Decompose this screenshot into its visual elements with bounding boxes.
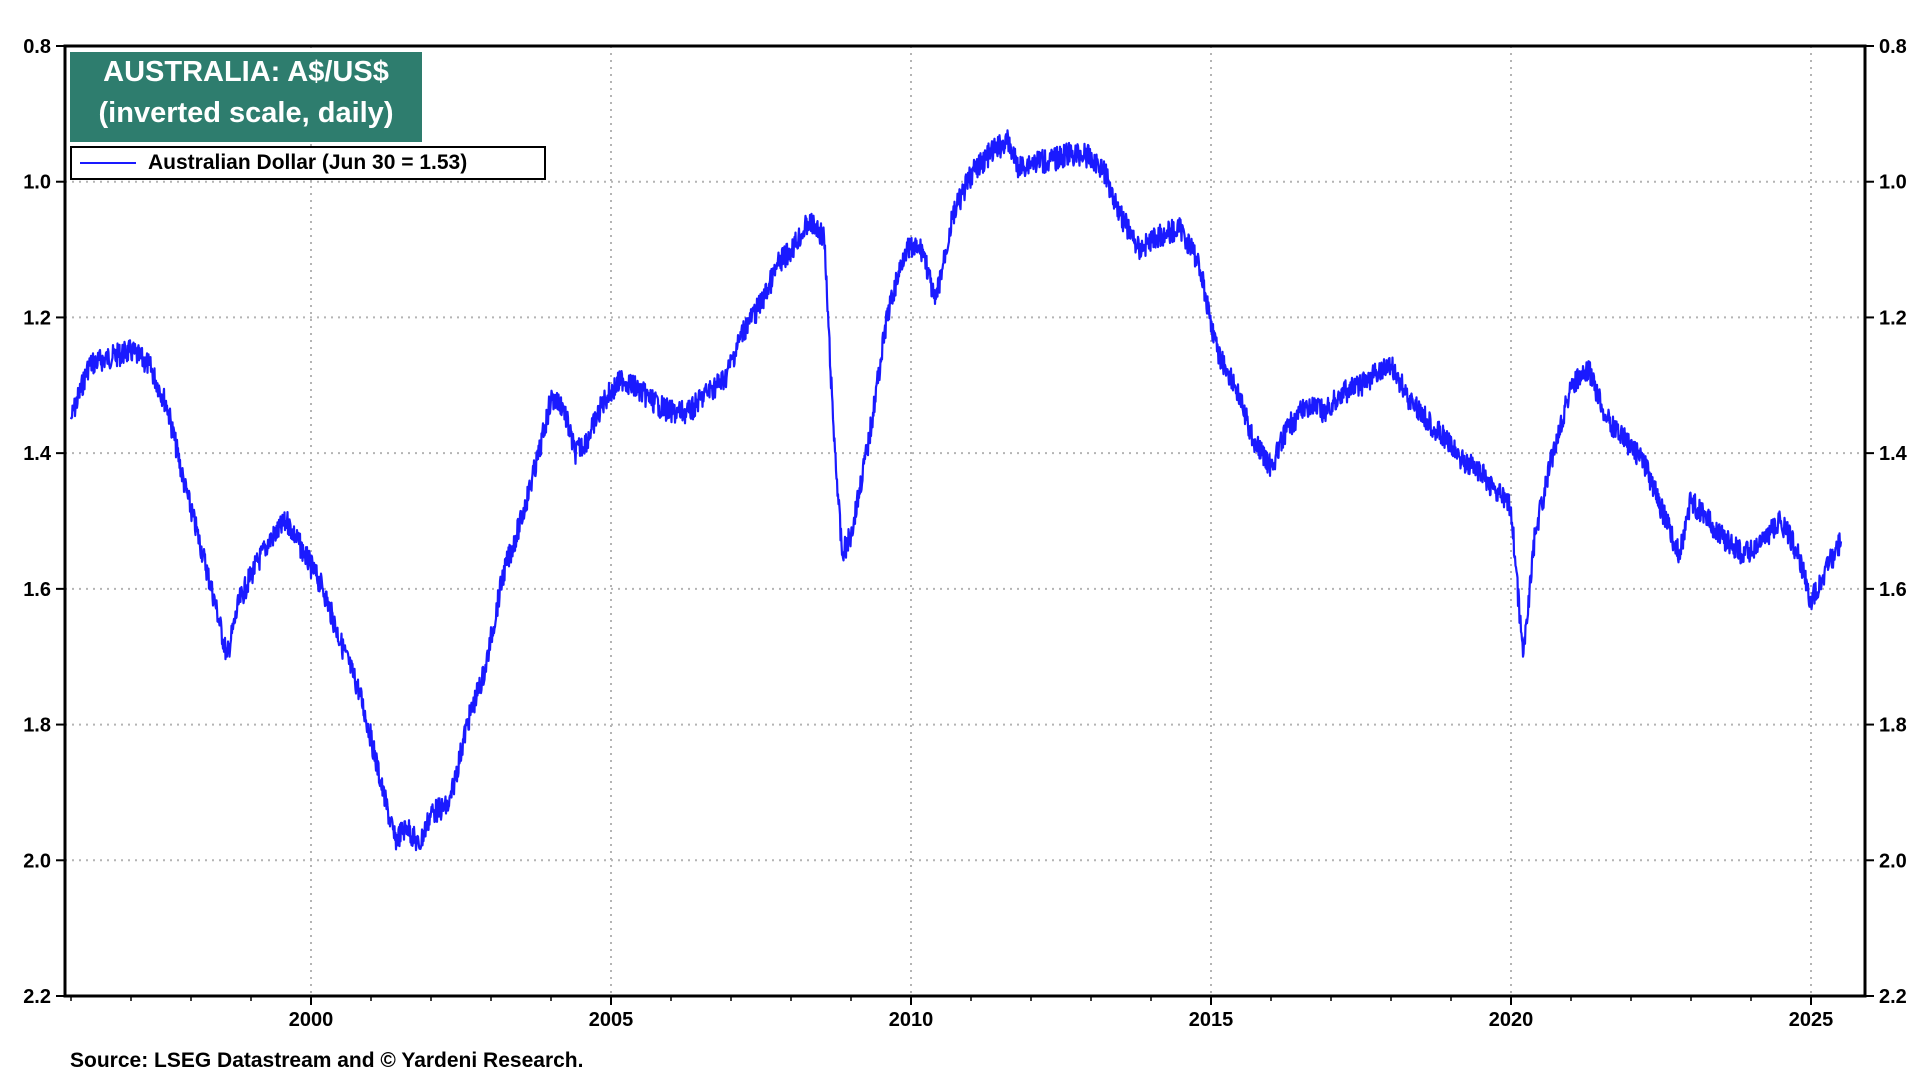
tick-label-y-right: 1.4 xyxy=(1879,443,1908,465)
tick-label-x: 2005 xyxy=(589,1009,634,1031)
tick-label-y-left: 1.4 xyxy=(23,443,52,465)
chart-title-box: AUSTRALIA: A$/US$ (inverted scale, daily… xyxy=(70,52,422,142)
tick-label-x: 2015 xyxy=(1189,1009,1234,1031)
tick-label-x: 2000 xyxy=(289,1009,334,1031)
tick-label-x: 2010 xyxy=(889,1009,934,1031)
tick-label-y-left: 0.8 xyxy=(23,36,51,58)
tick-label-y-right: 2.0 xyxy=(1879,850,1907,872)
series-line-australian-dollar xyxy=(69,129,1843,852)
chart-subtitle: (inverted scale, daily) xyxy=(98,97,394,129)
plot-frame xyxy=(63,44,1867,998)
source-note: Source: LSEG Datastream and © Yardeni Re… xyxy=(70,1049,584,1072)
tick-label-y-left: 2.0 xyxy=(23,850,51,872)
tick-label-y-left: 1.0 xyxy=(23,172,51,194)
tick-label-x: 2025 xyxy=(1789,1009,1834,1031)
chart-title: AUSTRALIA: A$/US$ xyxy=(103,56,389,88)
tick-label-x: 2020 xyxy=(1489,1009,1534,1031)
tick-label-y-right: 1.2 xyxy=(1879,307,1907,329)
tick-label-y-left: 2.2 xyxy=(23,986,51,1008)
legend-label: Australian Dollar (Jun 30 = 1.53) xyxy=(148,151,468,174)
tick-label-y-right: 1.0 xyxy=(1879,172,1907,194)
tick-label-y-left: 1.6 xyxy=(23,579,51,601)
tick-label-y-right: 2.2 xyxy=(1879,986,1907,1008)
tick-label-y-left: 1.2 xyxy=(23,307,51,329)
tick-label-y-right: 0.8 xyxy=(1879,36,1907,58)
tick-label-y-left: 1.8 xyxy=(23,715,51,737)
tick-label-y-right: 1.6 xyxy=(1879,579,1907,601)
legend: Australian Dollar (Jun 30 = 1.53) xyxy=(70,146,546,180)
legend-swatch xyxy=(80,162,136,164)
tick-label-y-right: 1.8 xyxy=(1879,715,1907,737)
